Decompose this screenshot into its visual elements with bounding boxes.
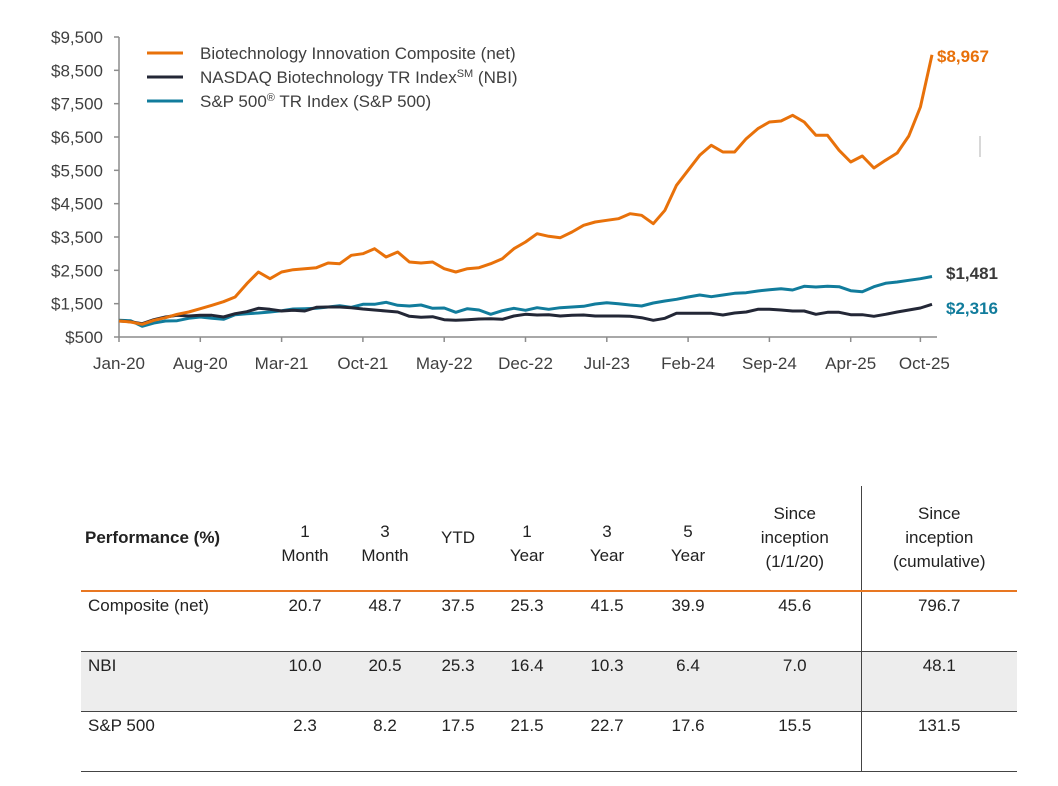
- x-tick-label: Oct-25: [899, 354, 950, 373]
- header-line: inception: [905, 528, 974, 547]
- table-cell: 41.5: [590, 596, 624, 615]
- header-line: 5: [683, 522, 693, 541]
- table-cell: 48.7: [368, 596, 402, 615]
- end-value-label: $2,316: [946, 299, 998, 318]
- x-tick-label: Jul-23: [584, 354, 630, 373]
- growth-chart: $9,500 $8,500 $7,500 $6,500 $5,500 $4,500 $3,5…: [51, 28, 998, 373]
- legend-label: Biotechnology Innovation Composite (net): [200, 44, 516, 63]
- table-cell: 48.1: [860, 651, 1017, 712]
- table-column-header: 3 Year: [567, 486, 647, 591]
- table-cell: 131.5: [860, 711, 1017, 772]
- series-line-s-p-500-tr-index-s-p-500: [118, 275, 933, 328]
- table-column-header: YTD: [429, 486, 487, 591]
- header-line: Year: [509, 546, 545, 565]
- table-cell: 796.7: [860, 591, 1017, 652]
- table-cell: 2.3: [293, 716, 317, 735]
- end-value-label: $1,481: [946, 264, 998, 283]
- y-tick-label: $3,500: [51, 228, 103, 247]
- table-cell: 25.3: [510, 596, 544, 615]
- table-column-header: 1 Month: [269, 486, 341, 591]
- header-line: Year: [589, 546, 625, 565]
- table-cell: 37.5: [441, 596, 475, 615]
- table-cell: 39.9: [671, 596, 705, 615]
- table-row: NBI 10.0 20.5 25.3 16.4 10.3 6.4 7.0 48.1: [81, 651, 1017, 712]
- table-cell: 7.0: [782, 656, 807, 675]
- table-cell: 20.7: [288, 596, 322, 615]
- header-line: (1/1/20): [765, 552, 825, 571]
- chart-legend: Biotechnology Innovation Composite (net)…: [147, 44, 518, 111]
- series-line-nasdaq-biotechnology-tr-index-nbi: [118, 302, 933, 326]
- table-cell: 10.0: [288, 656, 322, 675]
- y-tick-label: $9,500: [51, 28, 103, 47]
- header-line: Year: [670, 546, 706, 565]
- header-line: inception: [760, 528, 829, 547]
- table-column-header: 1 Year: [487, 486, 567, 591]
- legend-label: S&P 500® TR Index (S&P 500): [200, 92, 431, 111]
- y-tick-label: $2,500: [51, 261, 103, 280]
- table-row: S&P 500 2.3 8.2 17.5 21.5 22.7 17.6 15.5 131.5: [81, 711, 1017, 772]
- y-tick-label: $5,500: [51, 161, 103, 180]
- table-column-header: 5 Year: [647, 486, 729, 591]
- table-cell: 6.4: [676, 656, 700, 675]
- x-tick-label: Oct-21: [337, 354, 388, 373]
- series-line-biotechnology-innovation-composite-net: [118, 54, 934, 326]
- x-tick-label: Feb-24: [661, 354, 715, 373]
- table-column-header: 3 Month: [341, 486, 429, 591]
- x-tick-label: Apr-25: [825, 354, 876, 373]
- table-cell: 20.5: [368, 656, 402, 675]
- x-tick-label: Aug-20: [173, 354, 228, 373]
- y-tick-label: $7,500: [51, 95, 103, 114]
- table-column-header: Since inception (cumulative): [860, 486, 1017, 591]
- table-row: Composite (net) 20.7 48.7 37.5 25.3 41.5 39.9 4…: [81, 591, 1017, 652]
- header-line: Month: [361, 546, 409, 565]
- table-cell: 16.4: [510, 656, 544, 675]
- table-cell: 17.5: [441, 716, 475, 735]
- header-line: 1: [300, 522, 310, 541]
- chart-end-labels: $8,967 $1,481 $2,316: [937, 47, 998, 318]
- table-cell: 45.6: [778, 596, 812, 615]
- table-header-row: Performance (%) 1 Month 3 Month YTD 1 Year 3 Yea…: [81, 486, 1017, 591]
- y-tick-label: $8,500: [51, 61, 103, 80]
- header-line: 3: [380, 522, 390, 541]
- header-line: Since: [917, 504, 961, 523]
- table-header-label: Performance (%): [85, 528, 221, 547]
- legend-label: NASDAQ Biotechnology TR IndexSM (NBI): [200, 68, 518, 87]
- row-label: Composite (net): [88, 596, 209, 615]
- x-tick-label: Sep-24: [742, 354, 797, 373]
- y-tick-label: $4,500: [51, 195, 103, 214]
- header-line: YTD: [441, 528, 475, 547]
- header-line: 1: [522, 522, 532, 541]
- chart-axes: $9,500 $8,500 $7,500 $6,500 $5,500 $4,500 $3,5…: [51, 28, 950, 373]
- table-cell: 8.2: [373, 716, 397, 735]
- x-tick-label: May-22: [416, 354, 473, 373]
- x-tick-label: Jan-20: [93, 354, 145, 373]
- table-cell: 21.5: [510, 716, 544, 735]
- y-tick-label: $500: [65, 328, 103, 347]
- header-line: (cumulative): [892, 552, 986, 571]
- y-tick-label: $1,500: [51, 295, 103, 314]
- performance-table: Performance (%) 1 Month 3 Month YTD 1 Year 3 Yea…: [81, 486, 1017, 772]
- table-cell: 15.5: [778, 716, 812, 735]
- chart-series: [118, 54, 934, 328]
- row-label: NBI: [88, 656, 117, 675]
- header-line: Month: [281, 546, 329, 565]
- header-line: Since: [773, 504, 817, 523]
- x-tick-label: Dec-22: [498, 354, 553, 373]
- table-cell: 17.6: [671, 716, 705, 735]
- row-label: S&P 500: [88, 716, 155, 735]
- table-column-header: Since inception (1/1/20): [729, 486, 861, 591]
- table-cell: 25.3: [441, 656, 475, 675]
- x-tick-label: Mar-21: [255, 354, 309, 373]
- header-line: 3: [602, 522, 612, 541]
- end-value-label: $8,967: [937, 47, 989, 66]
- y-tick-label: $6,500: [51, 128, 103, 147]
- table-cell: 22.7: [590, 716, 624, 735]
- table-cell: 10.3: [590, 656, 624, 675]
